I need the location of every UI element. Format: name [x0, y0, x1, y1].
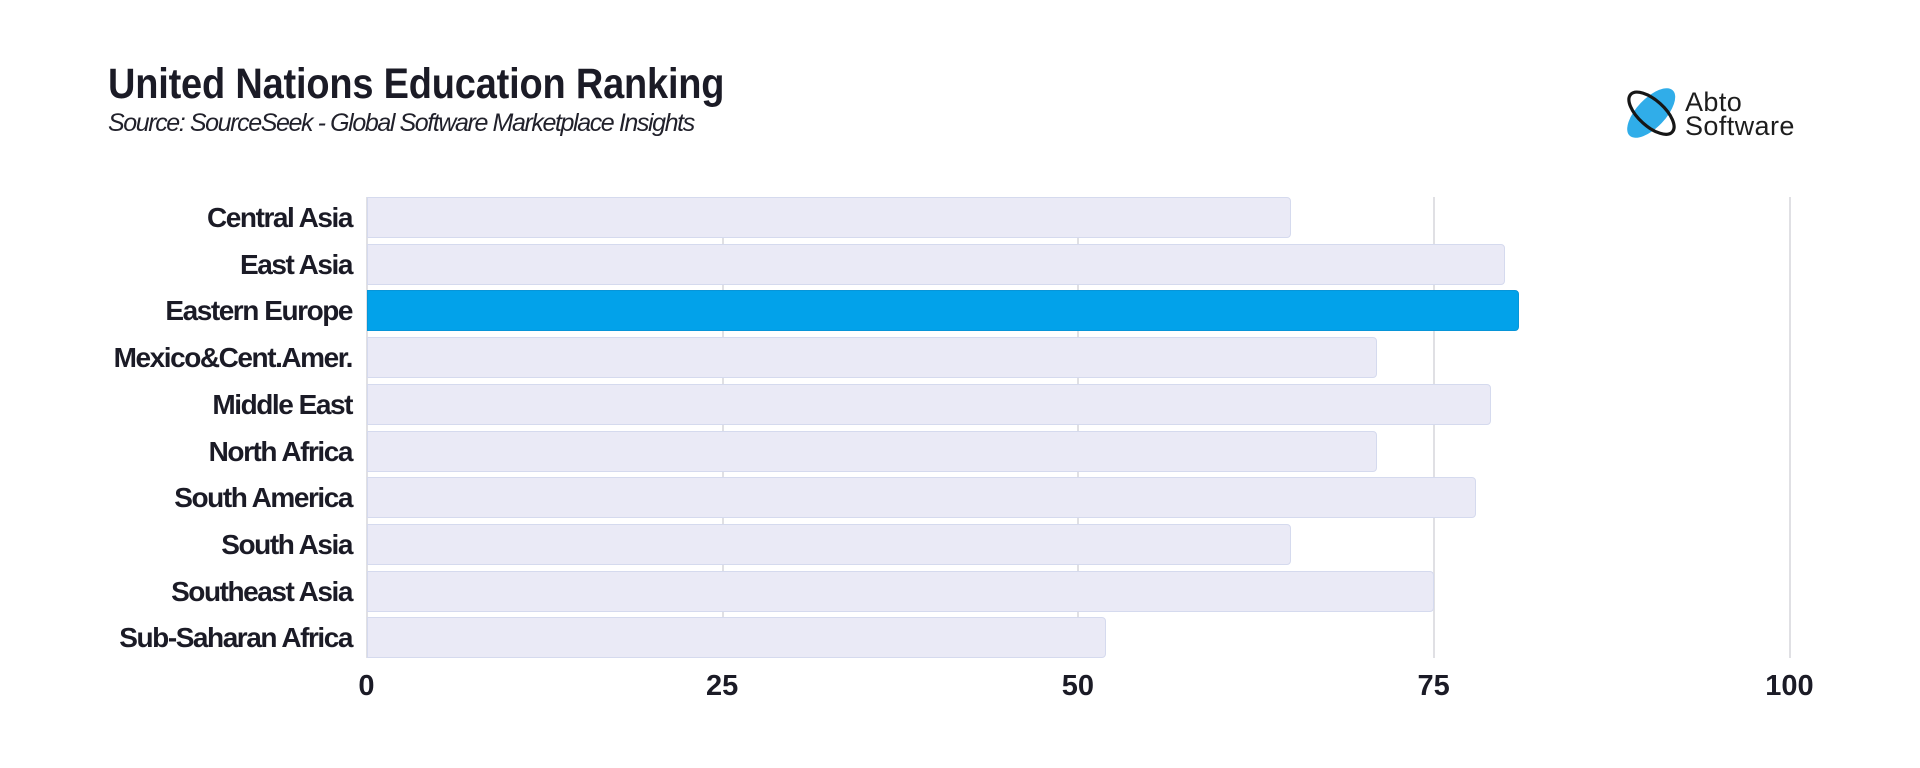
svg-text:Software: Software [1685, 111, 1795, 141]
svg-text:Abto: Abto [1685, 87, 1742, 117]
